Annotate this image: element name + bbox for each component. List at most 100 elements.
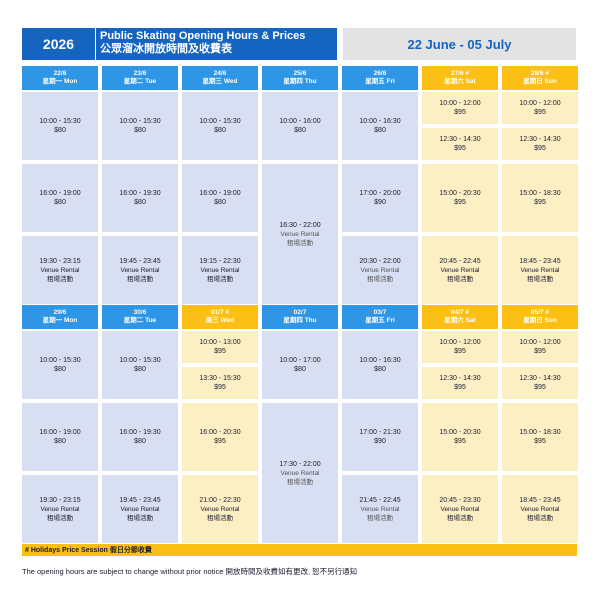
session-price: $95 (454, 348, 466, 355)
session-time: 10:00 - 13:00 (199, 339, 241, 346)
venue-rental-label-zh: 租場活動 (207, 514, 233, 522)
session-time: 19:45 - 23:45 (119, 257, 161, 265)
session-time: 16:00 - 19:30 (119, 190, 161, 197)
session-slot: 13:30 - 15:30 $95 (182, 367, 258, 399)
day-date: 29/6 (53, 309, 67, 316)
day-label: 星期一 Mon (42, 78, 78, 85)
session-slot: 10:00 - 12:00 $95 (422, 92, 498, 124)
session-list: 10:00 - 16:30 $80 17:00 - 20:00 $90 20:30 - … (342, 92, 418, 304)
date-range: 22 June - 05 July (343, 28, 576, 60)
venue-rental-label: Venue Rental (200, 266, 240, 274)
session-list: 10:00 - 17:00 $80 17:30 - 22:00 Venue Renta… (262, 331, 338, 543)
session-list: 10:00 - 12:00 $95 12:30 - 14:30 $95 15:00 - … (422, 92, 498, 304)
session-slot: 12:30 - 14:30 $95 (502, 367, 578, 399)
day-date: 30/6 (133, 309, 147, 316)
session-time: 10:00 - 12:00 (439, 100, 481, 107)
session-slot: 10:00 - 12:00 $95 (502, 331, 578, 363)
day-column: 30/6 星期二 Tue 10:00 - 15:30 $80 16:00 - 19:30… (102, 305, 178, 543)
venue-rental-slot: 21:00 - 22:30 Venue Rental 租場活動 (182, 475, 258, 543)
session-list: 10:00 - 15:30 $80 16:00 - 19:00 $80 19:15 - … (182, 92, 258, 304)
session-slot: 10:00 - 12:00 $95 (422, 331, 498, 363)
session-time: 20:45 - 22:45 (439, 257, 481, 265)
session-slot: 10:00 - 17:00 $80 (262, 331, 338, 399)
venue-rental-label: Venue Rental (440, 266, 480, 274)
day-header: 24/6 星期三 Wed (182, 66, 258, 90)
venue-rental-label-zh: 租場活動 (527, 514, 553, 522)
session-price: $80 (134, 127, 146, 134)
session-time: 17:00 - 21:30 (359, 429, 401, 436)
session-time: 21:00 - 22:30 (199, 496, 241, 504)
session-price: $95 (454, 438, 466, 445)
venue-rental-slot: 19:30 - 23:15 Venue Rental 租場活動 (22, 475, 98, 543)
session-list: 10:00 - 15:30 $80 16:00 - 19:30 $80 19:45 - … (102, 331, 178, 543)
venue-rental-label: Venue Rental (360, 505, 400, 513)
venue-rental-label: Venue Rental (440, 505, 480, 513)
session-time: 15:00 - 18:30 (519, 429, 561, 436)
venue-rental-slot: 20:45 - 22:45 Venue Rental 租場活動 (422, 236, 498, 304)
day-column: 02/7 星期四 Thu 10:00 - 17:00 $80 17:30 - 22:00… (262, 305, 338, 543)
venue-rental-label-zh: 租場活動 (127, 514, 153, 522)
session-time: 12:30 - 14:30 (439, 375, 481, 382)
year-badge: 2026 (22, 28, 95, 60)
session-time: 10:00 - 16:30 (359, 357, 401, 364)
session-time: 12:30 - 14:30 (439, 136, 481, 143)
day-header: 27/6 # 星期六 Sat (422, 66, 498, 90)
session-slot: 10:00 - 16:30 $80 (342, 92, 418, 160)
day-date: 27/6 # (450, 70, 470, 77)
session-slot: 12:30 - 14:30 $95 (422, 128, 498, 160)
session-price: $80 (54, 199, 66, 206)
session-slot: 10:00 - 15:30 $80 (22, 92, 98, 160)
session-price: $95 (454, 199, 466, 206)
session-slot: 10:00 - 15:30 $80 (182, 92, 258, 160)
venue-rental-label: Venue Rental (360, 266, 400, 274)
day-column: 04/7 # 星期六 Sat 10:00 - 12:00 $95 12:30 - 14:… (422, 305, 498, 543)
venue-rental-slot: 20:30 - 22:00 Venue Rental 租場活動 (342, 236, 418, 304)
day-column: 29/6 星期一 Mon 10:00 - 15:30 $80 16:00 - 19:00… (22, 305, 98, 543)
session-list: 10:00 - 15:30 $80 16:00 - 19:00 $80 19:30 - … (22, 331, 98, 543)
venue-rental-label-zh: 租場活動 (447, 275, 473, 283)
day-label: 周三 Wed (205, 317, 235, 324)
day-column: 03/7 星期五 Fri 10:00 - 16:30 $80 17:00 - 21:30… (342, 305, 418, 543)
session-slot: 10:00 - 15:30 $80 (22, 331, 98, 399)
session-list: 10:00 - 15:30 $80 16:00 - 19:00 $80 19:30 - … (22, 92, 98, 304)
day-date: 23/6 (133, 70, 147, 77)
venue-rental-slot: 17:30 - 22:00 Venue Rental 租場活動 (262, 403, 338, 543)
venue-rental-label: Venue Rental (40, 505, 80, 513)
session-time: 10:00 - 15:30 (39, 357, 81, 364)
session-price: $80 (214, 199, 226, 206)
day-column: 01/7 # 周三 Wed 10:00 - 13:00 $95 13:30 - 15:3… (182, 305, 258, 543)
venue-rental-label-zh: 租場活動 (207, 275, 233, 283)
day-label: 星期三 Wed (202, 78, 238, 85)
day-header: 25/6 星期四 Thu (262, 66, 338, 90)
session-slot: 10:00 - 16:00 $80 (262, 92, 338, 160)
day-date: 04/7 # (450, 309, 470, 316)
day-column: 23/6 星期二 Tue 10:00 - 15:30 $80 16:00 - 19:30… (102, 66, 178, 304)
day-date: 01/7 # (210, 309, 230, 316)
session-slot: 10:00 - 13:00 $95 (182, 331, 258, 363)
day-header: 01/7 # 周三 Wed (182, 305, 258, 329)
day-column: 22/6 星期一 Mon 10:00 - 15:30 $80 16:00 - 19:00… (22, 66, 98, 304)
session-time: 10:00 - 15:30 (39, 118, 81, 125)
session-time: 13:30 - 15:30 (199, 375, 241, 382)
day-header: 29/6 星期一 Mon (22, 305, 98, 329)
week-1-schedule: 22/6 星期一 Mon 10:00 - 15:30 $80 16:00 - 19:00… (22, 66, 578, 304)
day-label: 星期六 Sat (444, 78, 476, 85)
day-date: 03/7 (373, 309, 387, 316)
session-price: $95 (534, 109, 546, 116)
session-slot: 15:00 - 18:30 $95 (502, 164, 578, 232)
day-label: 星期一 Mon (42, 317, 78, 324)
session-time: 16:00 - 19:00 (199, 190, 241, 197)
day-label: 星期二 Tue (123, 78, 157, 85)
session-price: $80 (134, 199, 146, 206)
session-list: 10:00 - 13:00 $95 13:30 - 15:30 $95 16:00 - … (182, 331, 258, 543)
page-title: Public Skating Opening Hours & Prices 公眾… (95, 28, 337, 60)
venue-rental-label: Venue Rental (520, 505, 560, 513)
venue-rental-label: Venue Rental (120, 266, 160, 274)
session-time: 18:45 - 23:45 (519, 496, 561, 504)
session-slot: 10:00 - 15:30 $80 (102, 331, 178, 399)
session-slot: 10:00 - 15:30 $80 (102, 92, 178, 160)
session-time: 10:00 - 15:30 (119, 357, 161, 364)
day-label: 星期二 Tue (123, 317, 157, 324)
session-list: 10:00 - 12:00 $95 12:30 - 14:30 $95 15:00 - … (502, 92, 578, 304)
day-label: 星期五 Fri (365, 317, 395, 324)
